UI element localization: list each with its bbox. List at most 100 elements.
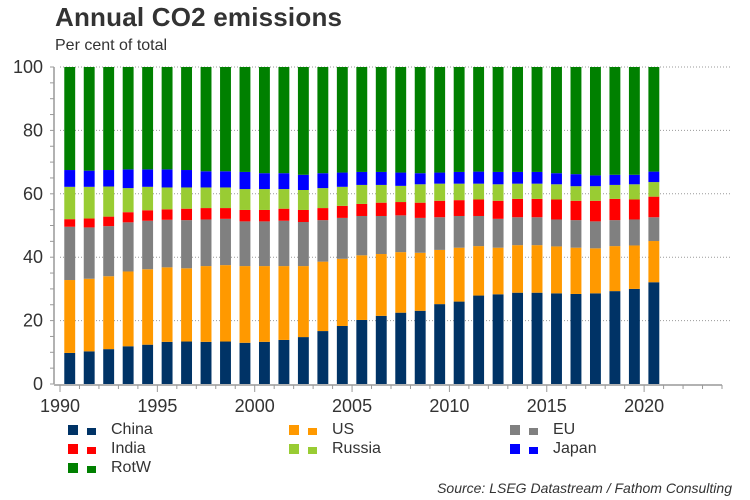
chart-subtitle: Per cent of total [55,37,168,54]
bar-russia-1998 [220,187,231,209]
bar-eu-2020 [648,217,660,242]
bar-us-2003 [317,261,329,332]
bar-rotw-2005 [356,67,368,172]
bar-india-1998 [220,208,231,219]
bar-us-2008 [414,252,426,311]
bar-japan-2016 [570,174,582,187]
bar-eu-2004 [336,217,348,259]
bar-rotw-1998 [220,67,231,172]
bar-india-2008 [414,202,426,218]
bar-rotw-2019 [628,67,640,175]
bar-rotw-2014 [531,67,543,172]
bar-us-2007 [395,252,407,313]
bar-japan-2004 [336,172,348,187]
bar-japan-2015 [551,173,562,185]
bar-japan-2012 [492,171,504,185]
bar-russia-2013 [512,183,524,199]
bar-india-2020 [648,196,660,218]
bar-russia-2020 [648,182,660,197]
bar-russia-1996 [181,187,193,209]
bar-india-2014 [531,198,543,218]
bar-japan-1994 [142,169,154,187]
bar-rotw-2007 [395,67,407,173]
bar-us-1998 [220,265,231,342]
bar-china-2003 [317,331,329,384]
bar-us-1996 [181,268,193,342]
bar-russia-1997 [200,187,212,209]
bar-china-2012 [492,294,504,384]
bar-japan-2007 [395,172,407,186]
bar-china-2011 [473,295,485,384]
bar-rotw-1996 [181,67,193,171]
bar-us-1997 [200,266,212,342]
bar-eu-1999 [239,221,251,267]
x-tick-label-2010: 2010 [429,396,469,416]
bar-russia-1990 [64,186,76,220]
bar-eu-2014 [531,217,543,246]
bar-india-2015 [551,199,562,220]
bar-india-2002 [297,209,309,223]
bar-rotw-2000 [258,67,270,174]
bar-japan-2018 [609,174,621,185]
bar-us-2009 [434,249,446,305]
bar-us-2011 [473,246,485,296]
bar-us-2018 [609,246,621,292]
bar-russia-2008 [414,184,426,203]
bar-eu-2019 [628,219,640,246]
bar-russia-2016 [570,186,582,201]
bar-us-2013 [512,245,524,293]
y-tick-label-40: 40 [23,247,43,267]
bar-us-1990 [64,280,76,353]
bar-eu-2002 [297,222,309,267]
bar-japan-2000 [258,173,270,190]
bar-china-2018 [609,291,621,384]
bar-india-1995 [161,209,173,220]
bar-rotw-1994 [142,67,154,170]
bar-us-1995 [161,267,173,342]
bar-us-2015 [551,246,562,294]
bar-india-2001 [278,208,290,221]
bar-india-2012 [492,200,504,219]
bar-us-2019 [628,245,640,289]
bar-india-2010 [453,200,465,216]
bar-us-2004 [336,258,348,326]
bar-india-2003 [317,208,329,221]
bar-rotw-2018 [609,67,621,175]
bar-china-2009 [434,304,446,384]
bar-eu-1993 [122,222,134,272]
bar-us-2000 [258,266,270,342]
bar-russia-1995 [161,187,173,210]
bar-rotw-2008 [414,67,426,174]
bar-russia-1993 [122,188,134,213]
bar-india-2006 [375,202,387,216]
x-tick-label-1995: 1995 [137,396,177,416]
bar-russia-2006 [375,184,387,203]
bar-russia-2001 [278,189,290,209]
bar-rotw-2003 [317,67,329,174]
bar-rotw-2002 [297,67,309,175]
bar-china-1990 [64,352,76,384]
bar-india-1994 [142,210,154,221]
bar-japan-1990 [64,170,76,187]
bar-japan-2010 [453,171,465,184]
y-axis-ticks: 0 20 40 60 80 100 [13,57,54,394]
bar-china-2000 [258,341,270,384]
bar-japan-2009 [434,172,446,184]
bar-china-2004 [336,325,348,384]
bar-china-1999 [239,342,251,384]
y-tick-label-100: 100 [13,57,43,77]
bar-rotw-2010 [453,67,465,172]
bar-rotw-2012 [492,67,504,172]
bar-japan-1998 [220,171,231,188]
bar-eu-2006 [375,215,387,255]
bar-russia-1999 [239,189,251,210]
bar-russia-2014 [531,183,543,199]
bar-russia-2000 [258,189,270,210]
x-tick-label-2020: 2020 [624,396,664,416]
x-tick-label-1990: 1990 [40,396,80,416]
bar-rotw-2013 [512,67,524,172]
bar-us-2012 [492,247,504,295]
bar-india-2013 [512,198,524,218]
bar-india-1997 [200,208,212,220]
bar-eu-2011 [473,215,485,247]
